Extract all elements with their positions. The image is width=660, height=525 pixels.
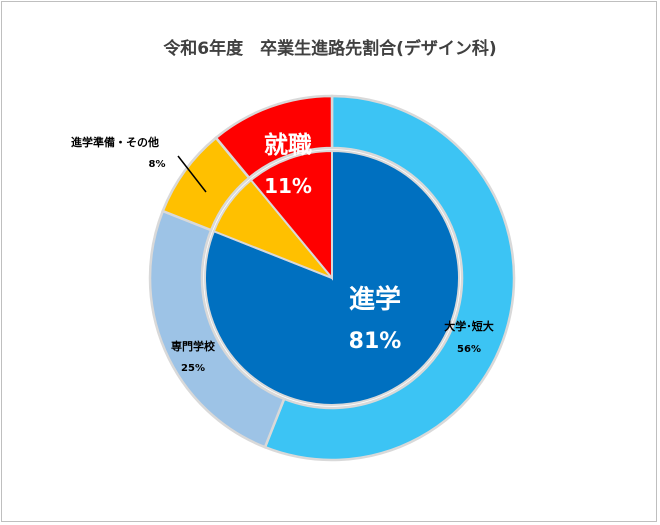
outer-slice-0	[263, 94, 516, 462]
inner-pie	[204, 149, 460, 406]
outer-ring	[148, 94, 516, 462]
leader-line-preparation	[177, 155, 207, 193]
outer-value-1: 25%	[181, 363, 205, 374]
chart-title: 令和6年度 卒業生進路先割合(デザイン科)	[163, 39, 497, 59]
outer-value-0: 56%	[457, 344, 481, 355]
labels: 進学 81% 就職 11% 大学･短大 56% 専門学校 25% 進学準備・その他 8%	[71, 131, 494, 374]
outer-value-2: 8%	[149, 159, 166, 170]
outer-slice-3	[214, 94, 334, 180]
outer-label-1: 専門学校	[171, 339, 216, 353]
inner-slice-0	[204, 149, 460, 406]
inner-slice-2	[249, 149, 333, 281]
inner-value-0: 81%	[349, 329, 402, 354]
outer-label-0: 大学･短大	[444, 319, 494, 333]
inner-label-2: 就職	[264, 131, 312, 159]
inner-value-2: 11%	[264, 174, 312, 198]
outer-label-2: 進学準備・その他	[71, 135, 159, 149]
inner-label-0: 進学	[349, 284, 401, 315]
